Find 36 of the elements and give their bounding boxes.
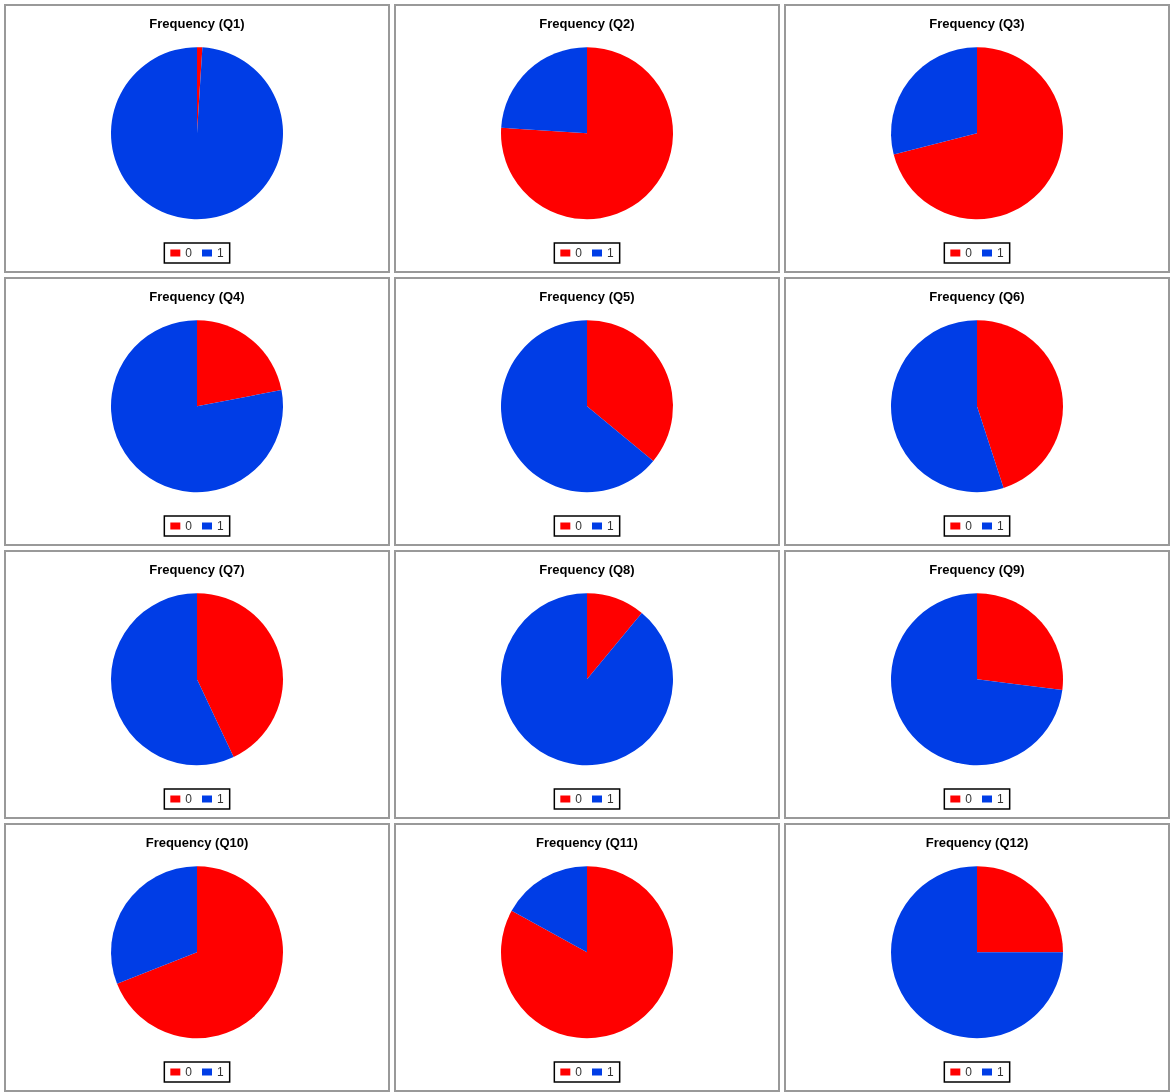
legend-label: 1 [607,792,614,806]
legend-label: 1 [997,1065,1004,1079]
legend-label: 1 [217,792,224,806]
chart-title: Frequency (Q12) [925,835,1029,850]
legend-label: 0 [575,246,583,260]
chart-title: Frequency (Q1) [149,16,245,31]
legend-label: 0 [575,519,583,533]
chart-title: Frequency (Q11) [536,835,638,850]
legend-label: 1 [607,1065,614,1079]
legend-label: 0 [575,1065,583,1079]
legend-label: 1 [607,246,614,260]
chart-title: Frequency (Q2) [539,16,635,31]
legend-label: 0 [185,1065,193,1079]
chart-title: Frequency (Q5) [539,289,635,304]
chart-title: Frequency (Q4) [149,289,245,304]
chart-title: Frequency (Q6) [929,289,1025,304]
legend-label: 0 [575,792,583,806]
legend-label: 0 [185,246,193,260]
legend-label: 0 [965,519,973,533]
legend-label: 0 [965,1065,973,1079]
legend-label: 1 [997,519,1004,533]
legend-label: 0 [965,246,973,260]
legend-label: 1 [607,519,614,533]
legend-label: 1 [217,246,224,260]
legend-label: 1 [217,519,224,533]
chart-title: Frequency (Q10) [145,835,249,850]
legend-label: 1 [997,246,1004,260]
chart-title: Frequency (Q7) [149,562,245,577]
legend-label: 0 [185,792,193,806]
legend-label: 1 [217,1065,224,1079]
chart-title: Frequency (Q8) [539,562,635,577]
chart-title: Frequency (Q9) [929,562,1025,577]
legend-label: 0 [965,792,973,806]
chart-title: Frequency (Q3) [929,16,1025,31]
legend-label: 1 [997,792,1004,806]
legend-label: 0 [185,519,193,533]
